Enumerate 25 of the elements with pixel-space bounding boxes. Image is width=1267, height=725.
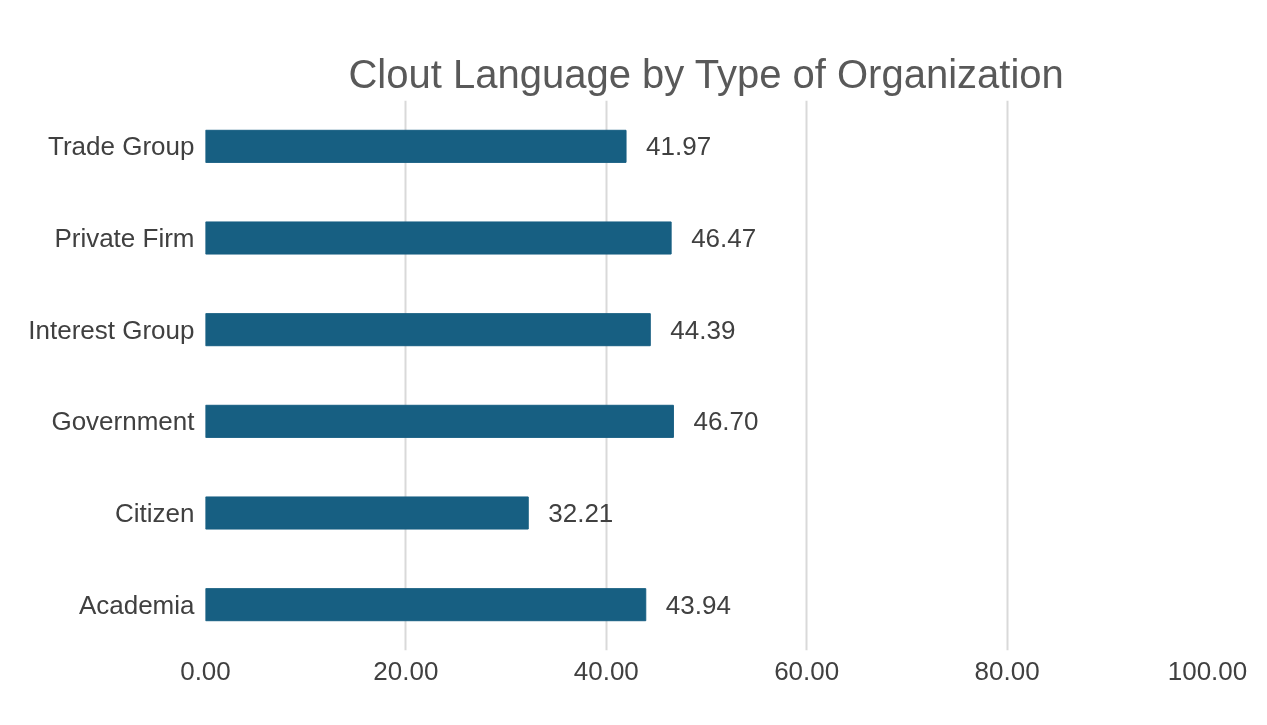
y-tick-label: Government xyxy=(51,406,196,437)
x-tick-label: 60.00 xyxy=(774,655,840,686)
y-tick-label: Citizen xyxy=(115,498,195,528)
data-label: 32.21 xyxy=(548,498,614,528)
chart-title: Clout Language by Type of Organization xyxy=(348,51,1064,96)
bar xyxy=(205,496,529,530)
x-tick-label: 0.00 xyxy=(180,655,231,686)
y-tick-label: Interest Group xyxy=(28,314,195,345)
y-tick-label: Academia xyxy=(78,589,196,620)
bar xyxy=(205,588,647,622)
data-label: 41.97 xyxy=(646,131,712,162)
y-tick-label: Trade Group xyxy=(48,131,195,162)
data-label: 44.39 xyxy=(670,314,736,345)
data-label: 46.70 xyxy=(693,406,759,437)
bar xyxy=(205,313,651,347)
bar xyxy=(205,221,672,255)
data-label: 43.94 xyxy=(665,589,731,620)
x-tick-label: 20.00 xyxy=(373,655,439,686)
data-label: 46.47 xyxy=(691,223,757,253)
bar xyxy=(205,129,627,163)
bar xyxy=(205,404,674,438)
x-tick-label: 100.00 xyxy=(1167,655,1248,686)
x-tick-label: 80.00 xyxy=(974,655,1040,686)
y-tick-label: Private Firm xyxy=(54,223,195,253)
x-tick-label: 40.00 xyxy=(573,655,639,686)
